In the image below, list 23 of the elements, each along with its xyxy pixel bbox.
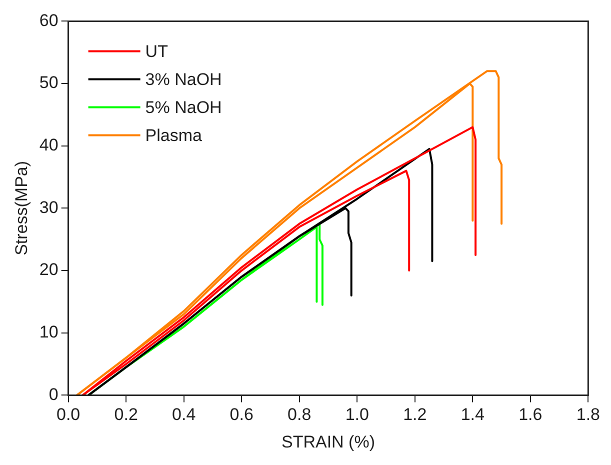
legend-label: 5% NaOH — [145, 98, 222, 117]
x-axis-title: STRAIN (%) — [281, 432, 375, 452]
y-tick-label: 10 — [39, 322, 58, 342]
x-tick-label: 1.4 — [460, 405, 484, 424]
x-tick-label: 0.2 — [114, 405, 138, 424]
y-tick-label: 50 — [39, 73, 58, 92]
legend-label: Plasma — [145, 126, 203, 145]
x-tick-label: 1.2 — [403, 405, 427, 424]
y-tick-label: 40 — [39, 136, 58, 155]
x-tick-label: 0.8 — [288, 405, 312, 424]
x-tick-label: 0.6 — [230, 405, 254, 424]
y-tick-label: 0 — [48, 384, 58, 404]
y-tick-label: 60 — [39, 10, 58, 30]
legend-label: UT — [145, 42, 168, 61]
x-tick-label: 1.6 — [518, 405, 542, 424]
y-tick-label: 30 — [39, 198, 58, 217]
x-tick-label: 1.0 — [345, 405, 369, 424]
x-tick-label: 0.0 — [56, 405, 80, 424]
x-tick-label: 1.8 — [576, 405, 600, 424]
y-tick-label: 20 — [39, 260, 58, 280]
legend-label: 3% NaOH — [145, 70, 222, 89]
y-axis-title: Stress(MPa) — [12, 160, 31, 256]
x-tick-label: 0.4 — [172, 405, 196, 424]
